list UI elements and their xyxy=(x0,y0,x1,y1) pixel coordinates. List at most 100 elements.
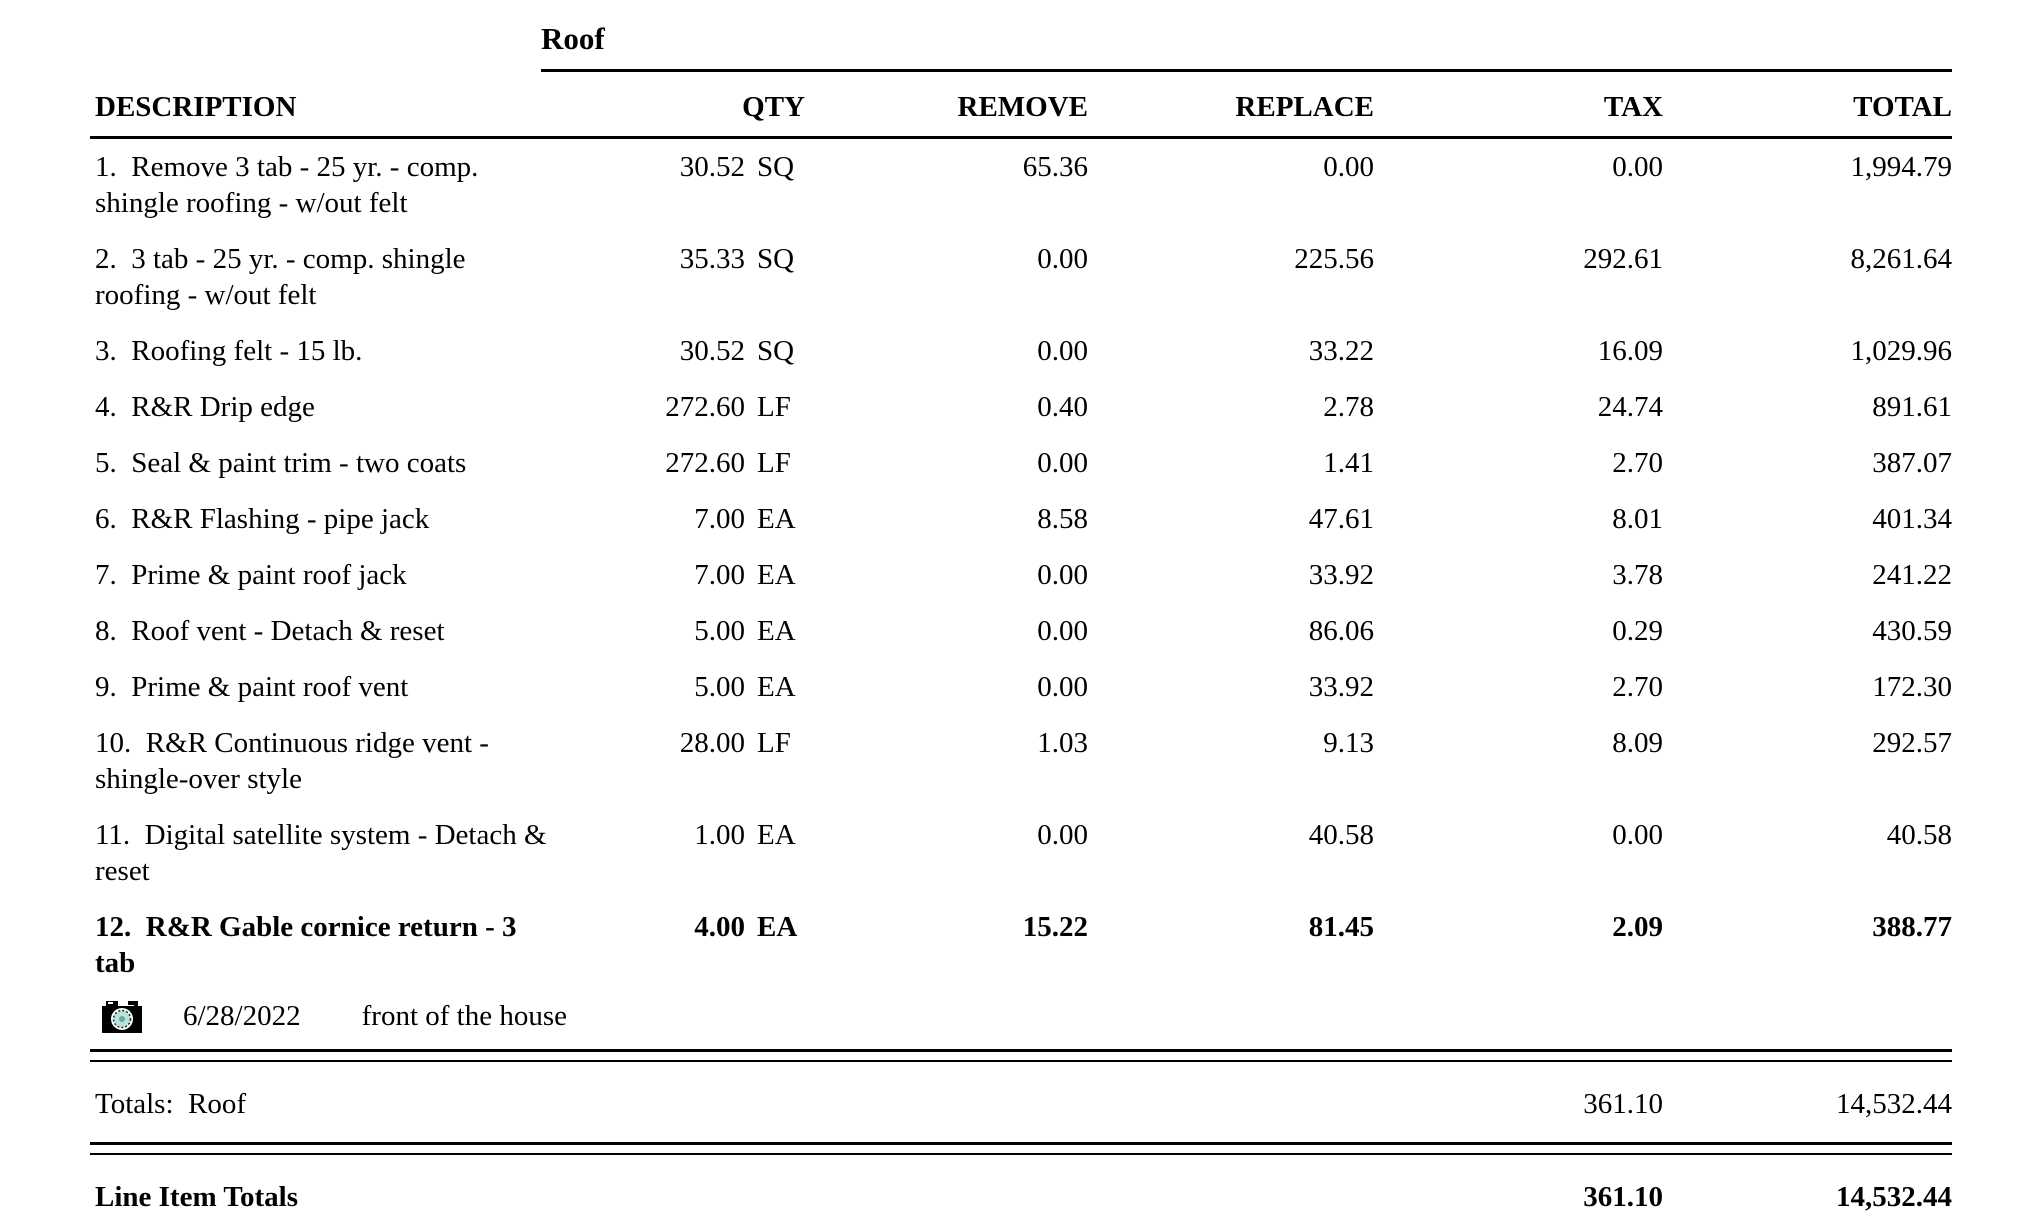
photo-caption: front of the house xyxy=(361,999,567,1032)
table-row: 6. R&R Flashing - pipe jack 7.00 EA 8.58… xyxy=(90,491,1952,547)
item-replace: 225.56 xyxy=(1294,243,1374,275)
photo-date: 6/28/2022 xyxy=(183,999,301,1032)
section-totals-row: Totals: Roof 361.10 14,532.44 xyxy=(90,1062,1952,1128)
table-row: 1. Remove 3 tab - 25 yr. - comp. shingle… xyxy=(90,139,1952,231)
item-description: 12. R&R Gable cornice return - 3 tab xyxy=(95,911,517,979)
item-qty: 30.52 xyxy=(679,151,745,183)
item-unit: EA xyxy=(757,503,796,535)
table-row: 9. Prime & paint roof vent 5.00 EA 0.00 … xyxy=(90,659,1952,715)
item-qty: 272.60 xyxy=(665,391,745,423)
item-tax: 3.78 xyxy=(1612,559,1663,591)
item-description: 1. Remove 3 tab - 25 yr. - comp. shingle… xyxy=(95,151,479,219)
column-header-tax: TAX xyxy=(1603,91,1663,123)
item-total: 891.61 xyxy=(1872,391,1952,423)
section-title-rule xyxy=(541,69,1952,72)
item-unit: LF xyxy=(757,447,791,479)
item-replace: 81.45 xyxy=(1308,911,1374,943)
column-header-remove: REMOVE xyxy=(957,91,1089,123)
line-item-totals-total: 14,532.44 xyxy=(1836,1181,1952,1213)
item-tax: 2.70 xyxy=(1612,671,1663,703)
section-divider-rule xyxy=(90,1049,1952,1062)
item-qty: 272.60 xyxy=(665,447,745,479)
item-total: 430.59 xyxy=(1872,615,1952,647)
table-row: 7. Prime & paint roof jack 7.00 EA 0.00 … xyxy=(90,547,1952,603)
item-qty: 7.00 xyxy=(694,559,745,591)
item-qty: 30.52 xyxy=(679,335,745,367)
item-remove: 15.22 xyxy=(1022,911,1088,943)
item-description: 3. Roofing felt - 15 lb. xyxy=(95,335,363,367)
item-tax: 0.00 xyxy=(1612,819,1663,851)
item-tax: 2.70 xyxy=(1612,447,1663,479)
section-totals-label: Totals: Roof xyxy=(95,1088,247,1120)
item-qty: 1.00 xyxy=(694,819,745,851)
item-qty: 5.00 xyxy=(694,615,745,647)
item-total: 388.77 xyxy=(1872,911,1952,943)
item-remove: 0.40 xyxy=(1037,391,1088,423)
item-qty: 35.33 xyxy=(679,243,745,275)
item-unit: SQ xyxy=(757,243,795,275)
item-replace: 47.61 xyxy=(1308,503,1374,535)
item-unit: EA xyxy=(757,559,796,591)
item-replace: 86.06 xyxy=(1308,615,1374,647)
item-unit: LF xyxy=(757,391,791,423)
item-replace: 9.13 xyxy=(1323,727,1374,759)
item-description: 10. R&R Continuous ridge vent - shingle-… xyxy=(95,727,489,795)
table-row: 11. Digital satellite system - Detach & … xyxy=(90,807,1952,899)
item-remove: 0.00 xyxy=(1037,243,1088,275)
table-row: 10. R&R Continuous ridge vent - shingle-… xyxy=(90,715,1952,807)
column-header-description: DESCRIPTION xyxy=(95,91,297,123)
item-remove: 0.00 xyxy=(1037,559,1088,591)
item-remove: 0.00 xyxy=(1037,671,1088,703)
item-qty: 4.00 xyxy=(694,911,745,943)
section-totals-tax: 361.10 xyxy=(1583,1088,1663,1120)
item-qty: 28.00 xyxy=(679,727,745,759)
table-row: 3. Roofing felt - 15 lb. 30.52 SQ 0.00 3… xyxy=(90,323,1952,379)
table-header-row: DESCRIPTION QTY REMOVE REPLACE TAX TOTAL xyxy=(90,72,1952,139)
item-unit: EA xyxy=(757,819,796,851)
column-header-total: TOTAL xyxy=(1853,91,1952,123)
item-unit: SQ xyxy=(757,151,795,183)
item-total: 1,994.79 xyxy=(1850,151,1953,183)
item-total: 387.07 xyxy=(1872,447,1952,479)
table-row: 2. 3 tab - 25 yr. - comp. shingle roofin… xyxy=(90,231,1952,323)
item-description: 11. Digital satellite system - Detach & … xyxy=(95,819,547,887)
table-row: 12. R&R Gable cornice return - 3 tab 4.0… xyxy=(90,899,1952,991)
item-unit: SQ xyxy=(757,335,795,367)
item-total: 292.57 xyxy=(1872,727,1952,759)
line-item-totals-row: Line Item Totals 361.10 14,532.44 xyxy=(90,1155,1952,1221)
line-item-totals-label: Line Item Totals xyxy=(95,1181,299,1213)
item-total: 40.58 xyxy=(1886,819,1952,851)
item-replace: 33.22 xyxy=(1308,335,1374,367)
grand-total-divider-rule xyxy=(90,1142,1952,1155)
item-qty: 7.00 xyxy=(694,503,745,535)
item-description: 9. Prime & paint roof vent xyxy=(95,671,409,703)
item-remove: 8.58 xyxy=(1037,503,1088,535)
section-totals-total: 14,532.44 xyxy=(1836,1088,1952,1120)
line-item-totals-tax: 361.10 xyxy=(1583,1181,1663,1213)
item-tax: 0.29 xyxy=(1612,615,1663,647)
item-replace: 33.92 xyxy=(1308,559,1374,591)
item-remove: 0.00 xyxy=(1037,819,1088,851)
camera-icon xyxy=(102,1000,142,1033)
item-replace: 0.00 xyxy=(1323,151,1374,183)
item-qty: 5.00 xyxy=(694,671,745,703)
item-remove: 1.03 xyxy=(1037,727,1088,759)
item-tax: 292.61 xyxy=(1583,243,1663,275)
column-header-replace: REPLACE xyxy=(1235,91,1374,123)
item-remove: 0.00 xyxy=(1037,447,1088,479)
item-description: 2. 3 tab - 25 yr. - comp. shingle roofin… xyxy=(95,243,466,311)
item-total: 172.30 xyxy=(1872,671,1952,703)
item-total: 1,029.96 xyxy=(1850,335,1953,367)
item-tax: 24.74 xyxy=(1597,391,1663,423)
item-total: 401.34 xyxy=(1872,503,1952,535)
item-replace: 2.78 xyxy=(1323,391,1374,423)
item-description: 6. R&R Flashing - pipe jack xyxy=(95,503,430,535)
item-unit: LF xyxy=(757,727,791,759)
table-row: 4. R&R Drip edge 272.60 LF 0.40 2.78 24.… xyxy=(90,379,1952,435)
section-title: Roof xyxy=(541,21,605,56)
item-tax: 8.09 xyxy=(1612,727,1663,759)
item-tax: 8.01 xyxy=(1612,503,1663,535)
table-body: 1. Remove 3 tab - 25 yr. - comp. shingle… xyxy=(90,139,1952,991)
item-total: 8,261.64 xyxy=(1850,243,1953,275)
